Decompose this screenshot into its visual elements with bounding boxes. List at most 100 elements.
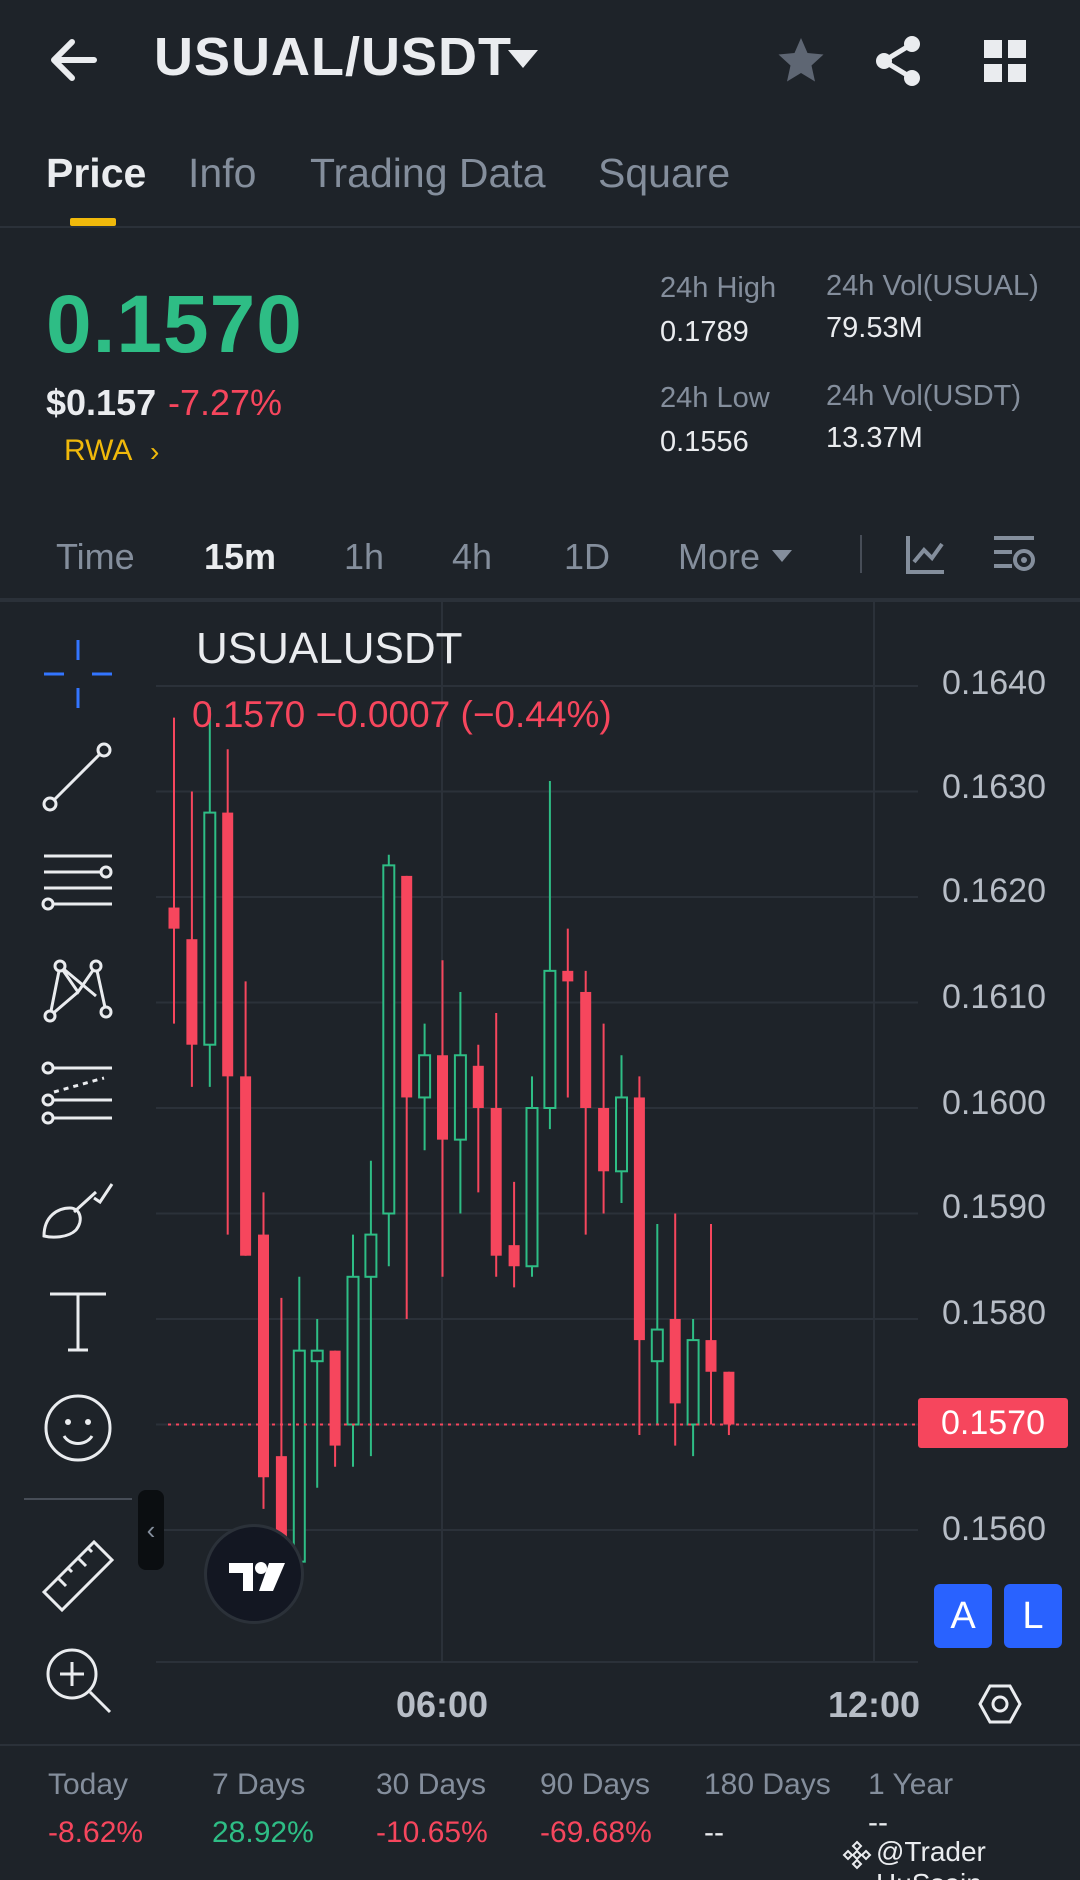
high-label: 24h High (660, 272, 777, 304)
brush-icon[interactable] (40, 1172, 116, 1248)
tradingview-icon (229, 1562, 285, 1591)
fib-levels-icon[interactable] (40, 1058, 116, 1134)
hexagon-settings-icon[interactable] (976, 1680, 1024, 1728)
perf-label-90d: 90 Days (540, 1768, 651, 1801)
more-caret-icon[interactable] (772, 550, 792, 562)
price-axis-tick: 0.1610 (942, 978, 1046, 1016)
price-axis-tick: 0.1640 (942, 664, 1046, 702)
text-tool-icon[interactable] (40, 1284, 116, 1360)
indicator-icon[interactable] (904, 532, 948, 576)
crosshair-icon[interactable] (40, 636, 116, 712)
perf-value-7d: 28.92% (212, 1816, 314, 1849)
time-axis-tick: 06:00 (396, 1684, 489, 1725)
share-icon[interactable] (872, 34, 926, 88)
star-icon[interactable] (774, 34, 828, 88)
interval-15m[interactable]: 15m (204, 536, 277, 577)
current-price-tag: 0.1570 (918, 1398, 1068, 1448)
candle-body (598, 1108, 610, 1172)
chart-ohlc-legend: 0.1570 −0.0007 (−0.44%) (192, 694, 612, 735)
interval-more[interactable]: More (678, 536, 761, 577)
perf-label-1y: 1 Year (868, 1768, 954, 1801)
interval-time[interactable]: Time (56, 536, 135, 577)
pair-dropdown-caret-icon[interactable] (508, 50, 538, 68)
binance-logo-icon (842, 1840, 872, 1870)
candle-body (633, 1097, 645, 1341)
price-axis-tick: 0.1630 (942, 768, 1046, 806)
trend-line-icon[interactable] (40, 740, 116, 816)
time-axis-tick: 12:00 (828, 1684, 921, 1725)
pattern-icon[interactable] (40, 952, 116, 1028)
candle-body (168, 907, 180, 929)
chevron-right-icon[interactable]: › (150, 436, 160, 467)
collapse-toolbar-button[interactable]: ‹ (138, 1490, 164, 1570)
perf-label-30d: 30 Days (376, 1768, 487, 1801)
candle-body (364, 1233, 378, 1278)
divider (0, 226, 1080, 228)
tab-info[interactable]: Info (188, 150, 257, 196)
candle-body (562, 970, 574, 982)
candle-body (418, 1054, 432, 1099)
candle-body (310, 1349, 324, 1363)
tab-square[interactable]: Square (598, 150, 731, 196)
ruler-icon[interactable] (40, 1536, 116, 1612)
candle-body (275, 1456, 287, 1562)
interval-separator (860, 535, 862, 573)
candle-body (490, 1108, 502, 1256)
last-price: 0.1570 (46, 279, 303, 370)
alert-l-button[interactable]: L (1004, 1584, 1062, 1648)
perf-value-180d: -- (704, 1816, 724, 1849)
candle-body (222, 812, 234, 1077)
perf-value-today: -8.62% (48, 1816, 144, 1849)
emoji-icon[interactable] (40, 1390, 116, 1466)
candle-body (543, 969, 557, 1109)
tab-trading-data[interactable]: Trading Data (310, 150, 546, 196)
interval-1h[interactable]: 1h (344, 536, 385, 577)
candle-body (650, 1328, 664, 1363)
candle-body (580, 991, 592, 1108)
candle-body (186, 939, 198, 1045)
chart-settings-icon[interactable] (990, 530, 1038, 578)
alert-a-button[interactable]: A (934, 1584, 992, 1648)
perf-label-180d: 180 Days (704, 1768, 831, 1801)
price-axis-tick: 0.1590 (942, 1188, 1046, 1226)
vol-quote-value: 13.37M (826, 422, 923, 454)
grid-icon[interactable] (978, 34, 1032, 88)
vol-base-label: 24h Vol(USUAL) (826, 270, 1039, 302)
tab-price[interactable]: Price (46, 150, 147, 196)
candle-body (453, 1054, 467, 1141)
candle-body (705, 1340, 717, 1372)
vol-quote-label: 24h Vol(USDT) (826, 380, 1022, 412)
pair-title[interactable]: USUAL/USDT (154, 27, 512, 87)
candle-body (346, 1275, 360, 1426)
active-tab-indicator (70, 218, 116, 226)
candle-body (472, 1065, 484, 1108)
zoom-in-icon[interactable] (40, 1642, 116, 1718)
candle-body (723, 1371, 735, 1425)
interval-1d[interactable]: 1D (564, 536, 611, 577)
interval-4h[interactable]: 4h (452, 536, 493, 577)
price-change-percent: -7.27% (168, 382, 283, 423)
perf-value-1y: -- (868, 1806, 888, 1839)
price-axis-tick: 0.1580 (942, 1294, 1046, 1332)
vol-base-value: 79.53M (826, 312, 923, 344)
perf-value-90d: -69.68% (540, 1816, 652, 1849)
candle-body (669, 1319, 681, 1404)
candle-body (401, 875, 413, 1098)
horizontal-lines-icon[interactable] (40, 846, 116, 922)
candle-body (615, 1096, 628, 1173)
back-arrow-icon[interactable] (46, 32, 102, 88)
top-tabs: Price Info Trading Data Square (0, 140, 1080, 228)
candle-body (686, 1339, 700, 1426)
perf-label-today: Today (48, 1768, 129, 1801)
candle-body (329, 1350, 341, 1446)
perf-label-7d: 7 Days (212, 1768, 306, 1801)
candle-body (508, 1245, 520, 1267)
candle-body (382, 864, 396, 1215)
price-axis-tick: 0.1560 (942, 1510, 1046, 1548)
high-value: 0.1789 (660, 316, 749, 348)
sector-tag[interactable]: RWA (64, 434, 133, 467)
low-label: 24h Low (660, 382, 770, 414)
low-value: 0.1556 (660, 426, 749, 458)
drawing-toolbar (0, 602, 156, 1744)
